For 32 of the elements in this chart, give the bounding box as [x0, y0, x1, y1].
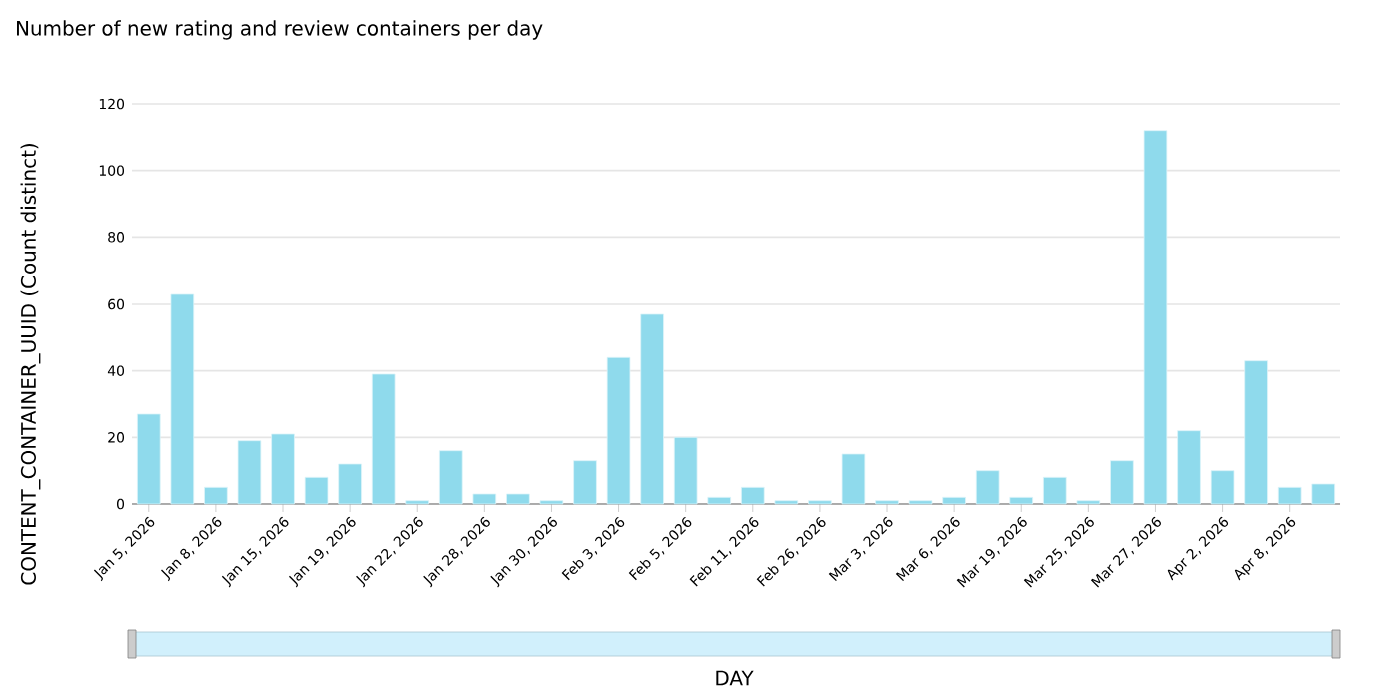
bar	[841, 453, 866, 505]
bar	[1110, 460, 1134, 505]
bar	[472, 493, 497, 505]
bar	[707, 496, 732, 505]
bar	[1143, 130, 1168, 505]
bar	[606, 356, 631, 505]
bar	[237, 440, 262, 505]
y-axis-title: CONTENT_CONTAINER_UUID (Count distinct)	[20, 144, 41, 585]
bar	[170, 293, 195, 505]
bar	[1277, 486, 1302, 505]
chart-title: Number of new rating and review containers per day	[17, 20, 543, 40]
bar	[271, 433, 295, 505]
x-axis-title: DAY	[716, 670, 754, 686]
bar	[673, 436, 698, 505]
bar	[1244, 360, 1268, 505]
bar	[942, 496, 966, 505]
bar	[304, 476, 329, 505]
bar	[1009, 496, 1034, 505]
bar	[1311, 483, 1336, 505]
bar	[740, 486, 765, 505]
bar	[438, 450, 463, 505]
bar	[1177, 430, 1201, 505]
bar	[136, 413, 161, 505]
bar	[371, 373, 396, 505]
bar	[1042, 476, 1067, 505]
bar	[204, 486, 228, 505]
bar	[975, 470, 1000, 505]
bar	[506, 493, 530, 505]
bar	[1210, 470, 1235, 505]
bar	[640, 313, 664, 505]
bar	[573, 460, 597, 505]
bar	[338, 463, 362, 505]
